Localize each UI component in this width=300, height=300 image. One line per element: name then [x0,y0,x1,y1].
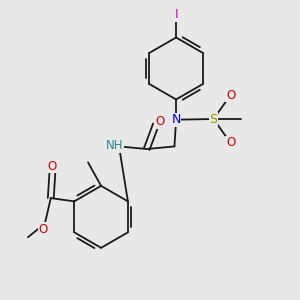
Text: NH: NH [106,139,124,152]
Text: O: O [39,223,48,236]
Text: N: N [171,113,181,126]
Text: I: I [174,8,178,21]
Text: S: S [210,112,218,125]
Text: O: O [226,89,235,102]
Text: O: O [226,136,235,149]
Text: O: O [47,160,56,172]
Text: O: O [155,116,164,128]
